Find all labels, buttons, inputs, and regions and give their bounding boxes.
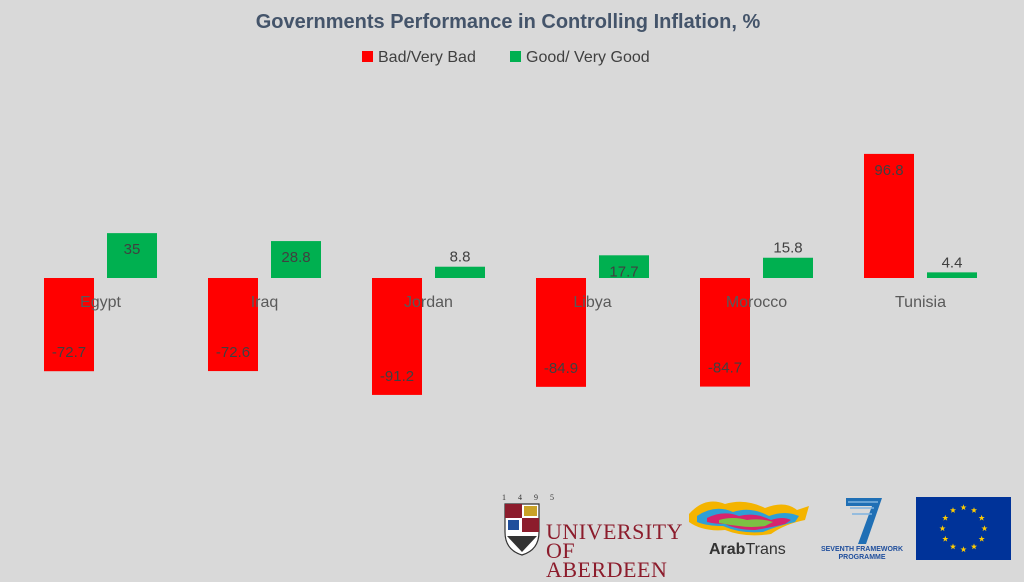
- aberdeen-crest-icon: [504, 503, 540, 556]
- bar-bad-jordan: [372, 278, 422, 395]
- bar-good-iraq: [271, 241, 321, 278]
- aberdeen-line2: OF ABERDEEN: [546, 538, 668, 582]
- aberdeen-line1: UNIVERSITY: [546, 519, 683, 544]
- bar-good-morocco: [763, 257, 813, 278]
- eu-star: [970, 507, 978, 513]
- category-label-tunisia: Tunisia: [895, 294, 946, 311]
- category-label-morocco: Morocco: [726, 294, 787, 311]
- value-label-bad-jordan: -91.2: [380, 368, 414, 385]
- eu-star: [942, 514, 949, 521]
- value-label-good-iraq: 28.8: [281, 249, 310, 266]
- arabtrans-rest: Trans: [745, 541, 786, 558]
- aberdeen-year: 1495: [502, 493, 566, 502]
- logo-strip: 1495 UNIVERSITY OF ABERDEEN ArabTrans: [500, 493, 1015, 581]
- legend-label-good: Good/ Very Good: [526, 49, 650, 66]
- fp7-text: SEVENTH FRAMEWORK PROGRAMME: [818, 546, 906, 562]
- eu-star: [960, 504, 967, 511]
- legend-label-bad: Bad/Very Bad: [378, 49, 476, 66]
- eu-star: [981, 525, 988, 532]
- arabtrans-map-icon: [689, 501, 809, 536]
- eu-star: [949, 543, 957, 550]
- legend: Bad/Very Bad Good/ Very Good: [362, 49, 650, 66]
- eu-star: [960, 546, 967, 553]
- bar-bad-egypt: [44, 278, 94, 372]
- value-label-bad-iraq: -72.6: [216, 344, 250, 361]
- bar-bad-tunisia: [864, 153, 914, 278]
- bar-good-libya: [599, 255, 649, 278]
- value-label-bad-egypt: -72.7: [52, 344, 86, 361]
- value-label-good-egypt: 35: [124, 241, 141, 258]
- category-label-jordan: Jordan: [404, 294, 453, 311]
- arabtrans-logo: ArabTrans: [685, 494, 815, 560]
- university-of-aberdeen-logo: 1495 UNIVERSITY OF ABERDEEN: [500, 493, 683, 581]
- aberdeen-wordmark: UNIVERSITY OF ABERDEEN: [546, 519, 683, 582]
- bar-good-egypt: [107, 233, 157, 278]
- fp7-line2: PROGRAMME: [838, 554, 886, 561]
- bar-good-tunisia: [927, 272, 977, 278]
- eu-star: [978, 535, 985, 542]
- value-label-bad-morocco: -84.7: [708, 360, 742, 377]
- category-label-egypt: Egypt: [80, 294, 121, 311]
- value-labels: -72.7 35 -72.6 28.8 -91.2 8.8 -84.9 17.7 -84.7 15…: [52, 162, 963, 385]
- value-label-bad-libya: -84.9: [544, 360, 578, 377]
- bar-bad-iraq: [208, 278, 258, 372]
- category-labels: Egypt Iraq Jordan Libya Morocco Tunisia: [80, 294, 946, 311]
- value-label-good-jordan: 8.8: [450, 249, 471, 266]
- bars: [44, 153, 977, 395]
- bar-bad-morocco: [700, 278, 750, 387]
- fp7-seven-icon: [846, 498, 882, 544]
- bar-good-jordan: [435, 266, 485, 278]
- fp7-line1: SEVENTH FRAMEWORK: [820, 546, 904, 553]
- category-label-libya: Libya: [573, 294, 611, 311]
- chart-canvas: Governments Performance in Controlling I…: [44, 11, 977, 395]
- value-label-good-tunisia: 4.4: [942, 254, 963, 271]
- seventh-framework-programme-logo: SEVENTH FRAMEWORK PROGRAMME: [818, 494, 906, 562]
- chart-title: Governments Performance in Controlling I…: [256, 11, 761, 33]
- eu-star: [949, 507, 957, 513]
- eu-stars-icon: [939, 504, 988, 553]
- value-label-bad-tunisia: 96.8: [874, 162, 903, 179]
- legend-swatch-bad: [362, 51, 373, 62]
- eu-flag-logo: [916, 497, 1011, 560]
- legend-swatch-good: [510, 51, 521, 62]
- value-label-good-libya: 17.7: [609, 263, 638, 280]
- eu-star: [939, 525, 946, 532]
- eu-star: [942, 535, 949, 542]
- arabtrans-bold: Arab: [709, 541, 746, 558]
- category-label-iraq: Iraq: [251, 294, 279, 311]
- arabtrans-wordmark: ArabTrans: [709, 541, 786, 559]
- value-label-good-morocco: 15.8: [773, 240, 802, 257]
- eu-star: [970, 543, 978, 550]
- bar-bad-libya: [536, 278, 586, 387]
- eu-star: [978, 514, 985, 521]
